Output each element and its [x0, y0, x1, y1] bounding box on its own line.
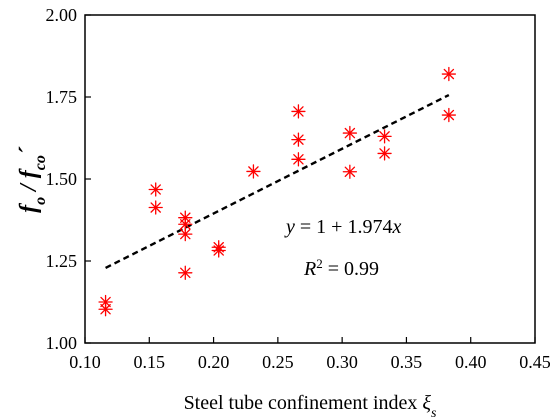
x-tick-label: 0.45: [519, 352, 550, 372]
plot-frame: [84, 14, 536, 344]
x-tick-label: 0.25: [262, 352, 294, 372]
eq-x: x: [391, 216, 401, 238]
y-title-f2: f: [16, 168, 42, 178]
x-tick-label: 0.35: [391, 352, 423, 372]
r-squared: R2 = 0.99: [303, 256, 379, 281]
y-title-sub2: co: [32, 155, 49, 170]
marks-layer: [98, 66, 457, 317]
x-tick-label: 0.30: [326, 352, 358, 372]
x-tick-label: 0.40: [455, 352, 487, 372]
eq-y: y: [284, 216, 295, 238]
data-point: [246, 164, 261, 179]
data-point: [148, 182, 163, 197]
data-point: [342, 125, 358, 141]
y-tick-label: 1.50: [46, 169, 78, 189]
x-title-text: Steel tube confinement index: [184, 392, 423, 414]
x-tick-label: 0.15: [134, 352, 166, 372]
data-point: [377, 129, 392, 144]
y-tick-label: 1.00: [46, 333, 78, 353]
r2-r: R: [303, 258, 316, 280]
y-tick-label: 1.25: [46, 251, 78, 271]
ticks-layer: 0.10 0.15 0.20 0.25 0.30 0.35 0.40 0.45 1.00 1.25…: [46, 5, 550, 372]
r2-sup: 2: [316, 256, 323, 271]
data-point: [342, 164, 358, 179]
x-axis-title: Steel tube confinement index ξs: [184, 392, 437, 419]
data-point: [441, 66, 457, 82]
x-tick-label: 0.10: [69, 352, 101, 372]
data-point: [98, 302, 113, 317]
y-axis-title: fo / fco´: [16, 146, 49, 213]
data-point: [441, 107, 457, 123]
fit-equation: y = 1 + 1.974x: [284, 216, 401, 238]
data-point: [178, 226, 193, 242]
r2-rest: = 0.99: [323, 258, 379, 280]
y-tick-label: 2.00: [46, 5, 78, 25]
data-point: [377, 146, 392, 161]
data-point: [178, 265, 193, 280]
y-title-f1: f: [16, 203, 42, 213]
y-title-prime: ´: [16, 146, 42, 155]
y-tick-label: 1.75: [46, 87, 78, 107]
y-title-sub1: o: [32, 197, 49, 205]
data-point: [148, 200, 163, 215]
x-title-symbol-sub: s: [431, 406, 437, 419]
data-point: [211, 243, 226, 258]
data-point: [291, 104, 306, 119]
x-tick-label: 0.20: [198, 352, 230, 372]
data-point: [291, 132, 306, 147]
eq-rest: = 1 + 1.974: [295, 216, 393, 238]
y-title-slash: /: [16, 178, 42, 197]
fit-line: [105, 93, 450, 269]
data-point: [291, 152, 306, 167]
x-title-symbol: ξ: [422, 392, 431, 414]
